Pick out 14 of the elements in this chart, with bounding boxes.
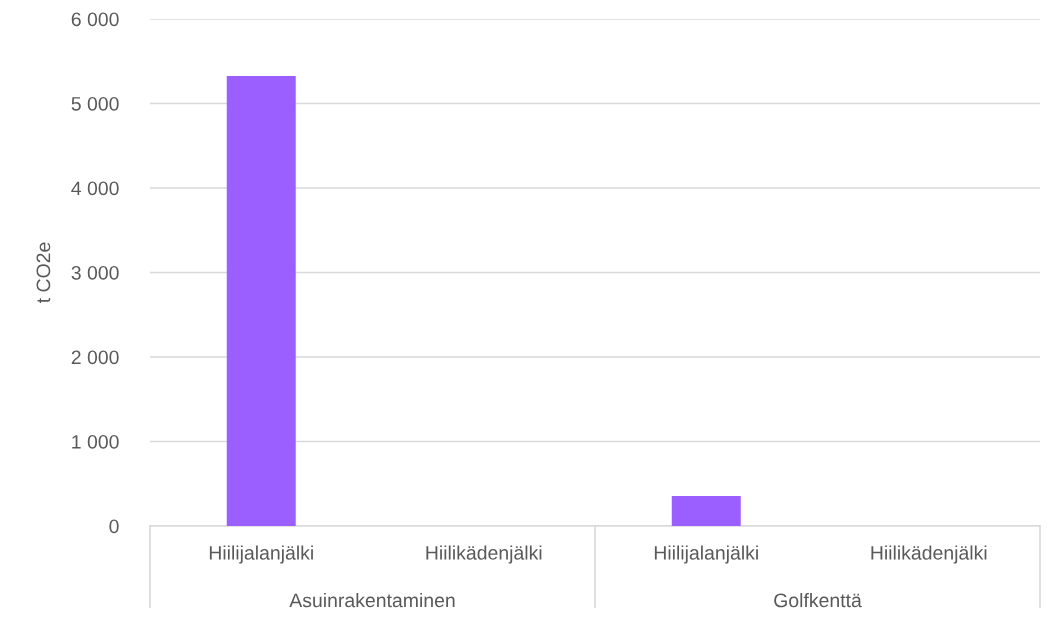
y-tick-label: 3 000 xyxy=(71,265,119,280)
y-tick-label: 6 000 xyxy=(71,12,119,27)
x-tick-label: Hiilikädenjälki xyxy=(426,545,542,564)
y-tick-label: 0 xyxy=(109,519,119,534)
y-tick-label: 1 000 xyxy=(72,434,119,449)
text: Asuinrakentaminen xyxy=(289,592,455,608)
x-tick-label: Hiilikädenjälki xyxy=(871,545,987,564)
y-tick-label: 2 000 xyxy=(71,350,119,365)
y-tick-label: 4 000 xyxy=(71,181,119,196)
y-tick-label: 5 000 xyxy=(71,96,119,111)
text: Golfkenttä xyxy=(774,592,862,608)
y-axis-title: t CO2e xyxy=(36,242,51,303)
x-tick-label: Hiilijalanjälki xyxy=(209,545,313,564)
x-tick-label: Hiilijalanjälki xyxy=(654,545,758,564)
